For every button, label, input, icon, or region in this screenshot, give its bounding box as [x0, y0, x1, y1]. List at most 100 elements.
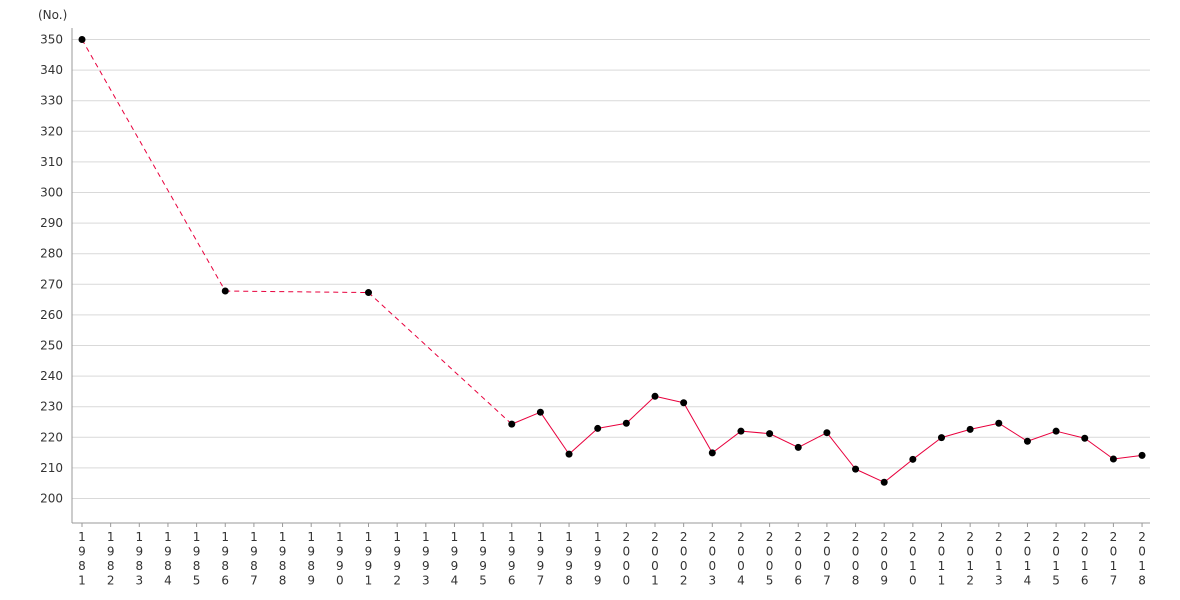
y-tick-label: 310	[40, 155, 63, 169]
data-point	[909, 455, 917, 463]
series-segment	[855, 468, 885, 483]
data-points	[78, 36, 1146, 486]
y-tick-label: 320	[40, 124, 63, 138]
series-segment	[998, 422, 1028, 442]
series-segment	[740, 430, 770, 435]
series-segment	[883, 458, 914, 483]
series-segment	[683, 402, 713, 454]
y-tick-label: 250	[40, 339, 63, 353]
series-segment	[941, 428, 971, 439]
data-point	[966, 425, 974, 433]
series-segment-dashed	[81, 39, 226, 292]
y-axis-unit-label: (No.)	[38, 8, 67, 22]
series-segment	[1055, 430, 1085, 439]
series-segment	[568, 428, 599, 455]
y-tick-label: 340	[40, 63, 63, 77]
data-point	[365, 289, 372, 297]
y-tick-label: 350	[40, 33, 63, 47]
data-point	[221, 287, 229, 295]
data-point	[565, 450, 573, 458]
data-point	[536, 408, 544, 416]
y-tick-label: 240	[40, 369, 63, 383]
series-segment	[769, 433, 799, 448]
data-point	[1081, 434, 1089, 442]
series-segment	[826, 432, 856, 470]
series-segment-dashed	[225, 290, 369, 294]
series-segment	[1113, 454, 1143, 460]
series-segment	[1084, 437, 1114, 460]
series-segment	[912, 437, 942, 460]
grid-lines	[72, 39, 1150, 499]
y-tick-label: 290	[40, 216, 63, 230]
series-line	[81, 39, 1143, 483]
data-point	[78, 36, 86, 43]
data-point	[651, 392, 659, 400]
axes: 200 210 220 230 240 250 260 270 280 290 300 310 320 3…	[40, 28, 1150, 588]
data-point	[508, 420, 516, 428]
data-point	[737, 427, 745, 435]
data-point	[794, 443, 802, 451]
data-point	[1052, 427, 1060, 435]
data-point	[1023, 437, 1031, 445]
y-tick-label: 270	[40, 277, 63, 291]
series-segment	[1027, 430, 1057, 442]
data-point	[766, 430, 774, 438]
y-tick-label: 200	[40, 492, 63, 506]
data-point	[852, 465, 860, 473]
data-point	[594, 424, 602, 432]
data-point	[622, 419, 630, 427]
series-segment-dashed	[368, 292, 513, 425]
data-point	[823, 429, 831, 437]
data-point	[1109, 455, 1117, 463]
y-tick-label: 280	[40, 247, 63, 261]
y-tick-label: 260	[40, 308, 63, 322]
series-segment	[711, 430, 742, 454]
series-segment	[798, 432, 828, 448]
series-segment	[654, 395, 684, 404]
y-tick-label: 210	[40, 461, 63, 475]
y-tick-label: 330	[40, 94, 63, 108]
data-point	[680, 399, 688, 407]
data-point	[880, 478, 888, 486]
series-segment	[597, 422, 627, 429]
series-segment	[970, 422, 999, 430]
y-tick-label: 230	[40, 400, 63, 414]
y-tick-label: 300	[40, 186, 63, 200]
data-point	[938, 434, 945, 442]
